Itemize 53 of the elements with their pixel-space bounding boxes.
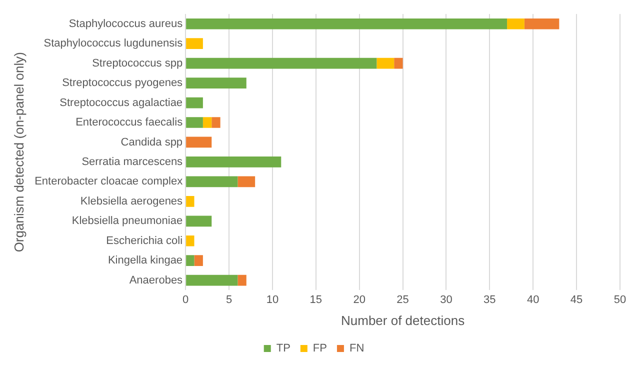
bar (186, 274, 238, 286)
y-tick-label: Kingella kingae (108, 254, 183, 267)
bar (186, 196, 194, 207)
bar (507, 18, 524, 30)
x-tick-label: 20 (353, 294, 366, 306)
y-tick-label: Candida spp (120, 136, 183, 148)
bar (186, 97, 203, 108)
bar (524, 18, 560, 30)
y-tick-label: Streptococcus pyogenes (62, 77, 184, 90)
bar (186, 117, 203, 128)
bar (238, 274, 246, 286)
y-tick-label: Anaerobes (129, 274, 184, 286)
bar (376, 58, 394, 69)
legend-label: FP (312, 342, 327, 355)
legend-label: TP (276, 342, 290, 355)
x-tick-label: 5 (226, 294, 232, 306)
x-tick-label: 15 (310, 294, 322, 306)
bar (186, 38, 203, 50)
x-tick-label: 50 (614, 294, 626, 306)
x-tick-label: 30 (440, 294, 452, 306)
x-tick-label: 10 (266, 294, 279, 306)
y-tick-label: Streptococcus spp (92, 57, 183, 70)
y-tick-label: Klebsiella aerogenes (80, 195, 184, 208)
legend-label: FN (349, 342, 364, 355)
bar (186, 78, 246, 88)
bar (186, 255, 194, 266)
x-tick-label: 45 (570, 294, 583, 306)
y-tick-label: Staphylococcus aureus (68, 18, 184, 30)
bar (212, 117, 220, 128)
x-tick-label: 25 (396, 294, 409, 306)
bar (186, 235, 194, 246)
bar (186, 136, 212, 148)
x-axis-title: Number of detections (340, 312, 466, 328)
y-tick-label: Enterococcus faecalis (76, 116, 184, 129)
x-tick-label: 35 (484, 294, 496, 306)
x-tick-label: 40 (526, 294, 540, 306)
bar (186, 58, 377, 69)
bar (186, 176, 238, 188)
bar (238, 176, 256, 188)
y-tick-label: Enterobacter cloacae complex (34, 176, 184, 188)
y-tick-label: Staphylococcus lugdunensis (44, 38, 184, 50)
y-tick-label: Serratia marcescens (82, 156, 184, 168)
bar (194, 255, 203, 266)
y-axis-title: Organism detected (on-panel only) (11, 52, 26, 252)
x-tick-label: 0 (182, 294, 189, 306)
bar (202, 117, 212, 128)
y-tick-label: Escherichia coli (106, 234, 183, 247)
bar (186, 156, 282, 168)
y-tick-label: Klebsiella pneumoniae (72, 215, 183, 228)
bar (186, 18, 508, 30)
bar (394, 58, 403, 69)
y-tick-label: Streptococcus agalactiae (60, 96, 183, 109)
bar (186, 216, 212, 227)
